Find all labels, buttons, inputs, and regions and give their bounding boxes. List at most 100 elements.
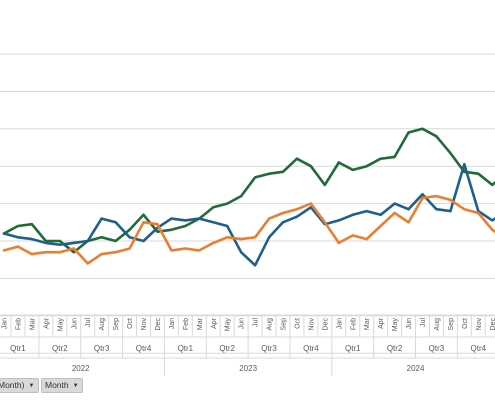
data-point [421, 196, 424, 200]
data-point [449, 198, 452, 202]
data-point [72, 247, 75, 250]
data-point [295, 215, 299, 218]
data-point [16, 236, 20, 239]
data-point [128, 247, 131, 250]
data-point [309, 202, 313, 205]
data-point [198, 249, 201, 252]
month-tick-label: Sep [113, 318, 120, 331]
data-point [30, 252, 34, 256]
data-point [435, 208, 438, 211]
quarter-label: Qtr4 [303, 344, 319, 353]
month-tick-label: Jun [406, 318, 413, 329]
pivot-field-button-month[interactable]: Month ▼ [41, 378, 83, 393]
data-point [281, 170, 285, 174]
data-point [2, 232, 6, 235]
data-point [100, 236, 103, 239]
data-point [170, 217, 173, 220]
data-point [393, 211, 396, 215]
month-tick-label: Mar [29, 317, 36, 330]
data-point [435, 194, 438, 198]
data-point [226, 202, 229, 205]
quarter-label: Qtr2 [52, 344, 68, 353]
data-point [365, 165, 368, 168]
month-tick-label: Jun [71, 318, 78, 329]
data-point [253, 264, 257, 267]
month-tick-label: Apr [378, 317, 385, 329]
month-tick-label: Feb [183, 318, 190, 330]
data-point [30, 222, 34, 226]
data-point [212, 241, 215, 245]
quarter-label: Qtr3 [429, 344, 445, 353]
data-point [156, 230, 159, 233]
data-point [253, 236, 257, 239]
data-point [323, 221, 327, 224]
series-line-3 [2, 194, 495, 265]
month-tick-label: May [57, 318, 64, 332]
month-tick-label: May [392, 318, 399, 332]
data-point [142, 239, 145, 243]
data-point [212, 206, 215, 209]
data-point [463, 163, 466, 166]
data-point [16, 224, 20, 228]
data-point [477, 211, 480, 215]
data-point [351, 168, 354, 172]
quarter-label: Qtr1 [178, 344, 194, 353]
data-point [100, 252, 103, 256]
data-point [58, 243, 61, 246]
month-tick-label: Aug [267, 318, 274, 331]
data-point [128, 236, 131, 239]
data-point [212, 221, 215, 224]
month-tick-label: Nov [141, 318, 148, 331]
pivot-field-label: Month [45, 380, 69, 390]
month-tick-label: Sep [448, 318, 455, 331]
data-point [323, 183, 327, 187]
data-point [309, 165, 313, 168]
data-point [449, 151, 452, 155]
month-tick-label: Dec [322, 318, 329, 331]
data-point [114, 221, 117, 224]
data-point [86, 262, 89, 265]
data-point [421, 127, 424, 130]
year-label: 2022 [72, 364, 90, 373]
data-point [337, 161, 340, 164]
data-point [295, 208, 299, 211]
data-point [2, 249, 6, 252]
series-line-1 [2, 127, 495, 254]
pivot-field-button-month-group[interactable]: Month) ▼ [0, 378, 39, 393]
month-tick-label: May [225, 318, 232, 332]
data-point [463, 208, 466, 211]
data-point [86, 239, 89, 243]
data-point [114, 251, 117, 254]
year-label: 2023 [239, 364, 257, 373]
month-tick-label: Sep [281, 318, 288, 331]
data-point [463, 170, 466, 174]
data-point [72, 251, 75, 254]
data-point [100, 217, 103, 220]
data-point [421, 193, 424, 196]
data-point [72, 241, 75, 245]
data-point [184, 247, 187, 250]
quarter-label: Qtr4 [136, 344, 152, 353]
data-point [337, 219, 340, 222]
month-tick-label: Feb [15, 318, 22, 330]
month-tick-label: Apr [211, 317, 218, 329]
data-point [226, 224, 229, 228]
month-tick-label: Mar [364, 317, 371, 330]
data-point [170, 228, 173, 231]
quarter-label: Qtr2 [219, 344, 235, 353]
data-point [365, 209, 368, 213]
quarter-label: Qtr1 [10, 344, 26, 353]
month-tick-label: Apr [43, 317, 50, 329]
quarter-label: Qtr4 [471, 344, 487, 353]
data-point [393, 155, 396, 159]
dropdown-arrow-icon: ▼ [28, 383, 35, 389]
month-tick-label: Jan [2, 318, 9, 329]
data-point [295, 157, 299, 160]
dropdown-arrow-icon: ▼ [72, 383, 79, 389]
data-point [44, 241, 48, 245]
month-tick-label: Nov [476, 318, 483, 331]
month-tick-label: Jul [85, 318, 92, 327]
month-tick-label: Dec [155, 318, 162, 331]
data-point [58, 251, 61, 254]
